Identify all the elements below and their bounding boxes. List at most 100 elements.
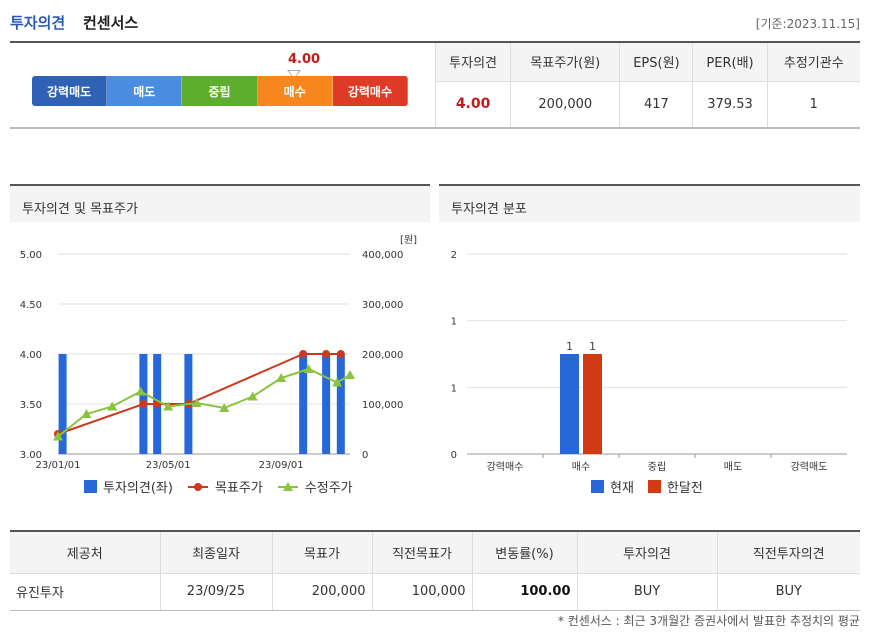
y-right-unit: [원] [400, 234, 417, 246]
provider-table: 제공처 최종일자 목표가 직전목표가 변동률(%) 투자의견 직전투자의견 유진… [10, 530, 860, 611]
col-change-rate: 변동률(%) [471, 530, 577, 574]
rating-seg-neutral: 중립 [182, 76, 258, 106]
summary-opinion-value: 4.00 [434, 81, 511, 127]
adjusted-price-point [163, 401, 174, 411]
cell-prev-opinion: BUY [716, 573, 860, 611]
target-price-point [336, 350, 345, 358]
y-left-tick: 3.00 [20, 450, 42, 461]
adjusted-price-point [247, 391, 258, 401]
x-tick: 강력매수 [487, 461, 524, 473]
summary-table: 투자의견 목표주가(원) EPS(원) PER(배) 추정기관수 4.00 20… [434, 43, 860, 127]
page-title: 투자의견 [10, 14, 66, 32]
reference-date: [기준:2023.11.15] [755, 17, 860, 31]
target-price-point [139, 400, 148, 408]
summary-header-per: PER(배) [692, 43, 768, 82]
distribution-chart: 2 1 1 0 강력매수 매수 1 1 중립 매도 강력매도 [451, 250, 847, 473]
adjusted-price-point [81, 409, 92, 418]
right-chart-legend: 현재 한달전 [591, 477, 703, 496]
summary-header-eps: EPS(원) [619, 43, 693, 82]
y-right-tick: 400,000 [362, 250, 403, 261]
adjusted-price-point [191, 398, 202, 407]
legend-target-icon [187, 482, 208, 491]
month-ago-bar [583, 354, 602, 454]
footnote: * 컨센서스 : 최근 3개월간 증권사에서 발표한 추정치의 평균 [557, 614, 860, 628]
col-prev-opinion: 직전투자의견 [716, 530, 860, 574]
summary-opinion-number: 4.00 [455, 96, 491, 113]
adjusted-price-point [345, 370, 355, 379]
summary-eps-value: 417 [619, 81, 693, 127]
legend-current-swatch [591, 480, 604, 493]
cell-prev-target: 100,000 [371, 573, 472, 611]
rating-scale: 강력매도 매도 중립 매수 강력매수 [32, 76, 408, 106]
y-tick: 2 [451, 250, 457, 261]
summary-divider [10, 127, 860, 129]
legend-opinion-label: 투자의견(좌) [103, 481, 173, 496]
rating-value: 4.00 [288, 52, 321, 67]
opinion-target-chart: 5.00 4.50 4.00 3.50 3.00 400,000 300,000 200,00… [20, 234, 417, 471]
y-left-tick: 5.00 [20, 250, 42, 261]
legend-target-label: 목표주가 [214, 481, 263, 496]
distribution-title: 투자의견 분포 [439, 184, 860, 222]
adjusted-price-point [276, 373, 287, 382]
target-price-point [322, 350, 331, 358]
legend-price-label: 수정주가 [304, 481, 353, 496]
col-last-date: 최종일자 [159, 530, 272, 574]
rating-seg-strong-buy: 강력매수 [332, 76, 408, 106]
summary-header-opinion: 투자의견 [434, 43, 511, 82]
x-tick: 매도 [724, 461, 742, 473]
opinion-target-title: 투자의견 및 목표주가 [10, 184, 430, 222]
target-price-line [57, 353, 341, 435]
header-divider [10, 41, 860, 43]
x-tick: 23/05/01 [146, 460, 191, 471]
adjusted-price-point [107, 401, 118, 411]
col-prev-target: 직전목표가 [371, 530, 472, 574]
y-right-tick: 100,000 [362, 400, 403, 411]
opinion-bar [299, 354, 308, 454]
x-tick: 23/09/01 [259, 460, 304, 471]
x-tick: 중립 [648, 460, 666, 473]
legend-price-icon [277, 481, 298, 491]
y-right-tick: 200,000 [362, 350, 403, 361]
distribution-panel: 투자의견 분포 2 1 1 0 강력매수 매수 1 1 중립 매도 강력매도 현재 한달전 [439, 184, 860, 498]
rating-seg-buy: 매수 [257, 76, 333, 106]
rating-seg-sell: 매도 [107, 76, 183, 106]
col-provider: 제공처 [10, 530, 160, 574]
rating-area: 4.00 강력매도 매도 중립 매수 강력매수 [10, 43, 435, 127]
y-left-tick: 3.50 [20, 400, 42, 411]
table-row: 유진투자 23/09/25 200,000 100,000 100.00 BUY… [10, 573, 860, 611]
summary-target-value: 200,000 [510, 81, 620, 127]
target-price-point [299, 350, 308, 358]
current-bar [560, 354, 579, 454]
left-chart-legend: 투자의견(좌) 목표주가 수정주가 [84, 477, 353, 496]
opinion-bar [322, 354, 331, 454]
y-left-tick: 4.00 [20, 350, 42, 361]
summary-per-value: 379.53 [692, 81, 768, 127]
header: 투자의견 컨센서스 [기준:2023.11.15] [10, 12, 860, 42]
cell-change-rate: 100.00 [471, 573, 577, 611]
y-tick: 1 [451, 317, 457, 328]
bar-value-label: 1 [589, 340, 596, 353]
adjusted-price-line [57, 367, 351, 438]
opinion-bar [336, 354, 345, 454]
summary-header-count: 추정기관수 [766, 43, 860, 82]
col-opinion: 투자의견 [576, 530, 717, 574]
y-tick: 0 [451, 450, 457, 461]
adjusted-price-point [219, 403, 230, 412]
bar-value-label: 1 [566, 340, 573, 353]
cell-last-date: 23/09/25 [159, 573, 272, 611]
y-right-tick: 300,000 [362, 300, 403, 311]
col-target: 목표가 [271, 530, 372, 574]
rating-seg-strong-sell: 강력매도 [32, 76, 108, 106]
legend-month-ago-swatch [647, 480, 661, 493]
rating-marker-fill [289, 71, 299, 78]
adjusted-price-point [303, 364, 314, 373]
legend-current-label: 현재 [610, 481, 634, 496]
adjusted-price-point [135, 386, 146, 396]
cell-target: 200,000 [271, 573, 372, 611]
cell-provider: 유진투자 [10, 573, 160, 611]
summary-header-target: 목표주가(원) [510, 43, 620, 82]
adjusted-price-point [53, 431, 63, 441]
page-subtitle: 컨센서스 [83, 14, 139, 32]
y-right-tick: 0 [362, 450, 368, 461]
y-tick: 1 [451, 383, 457, 394]
